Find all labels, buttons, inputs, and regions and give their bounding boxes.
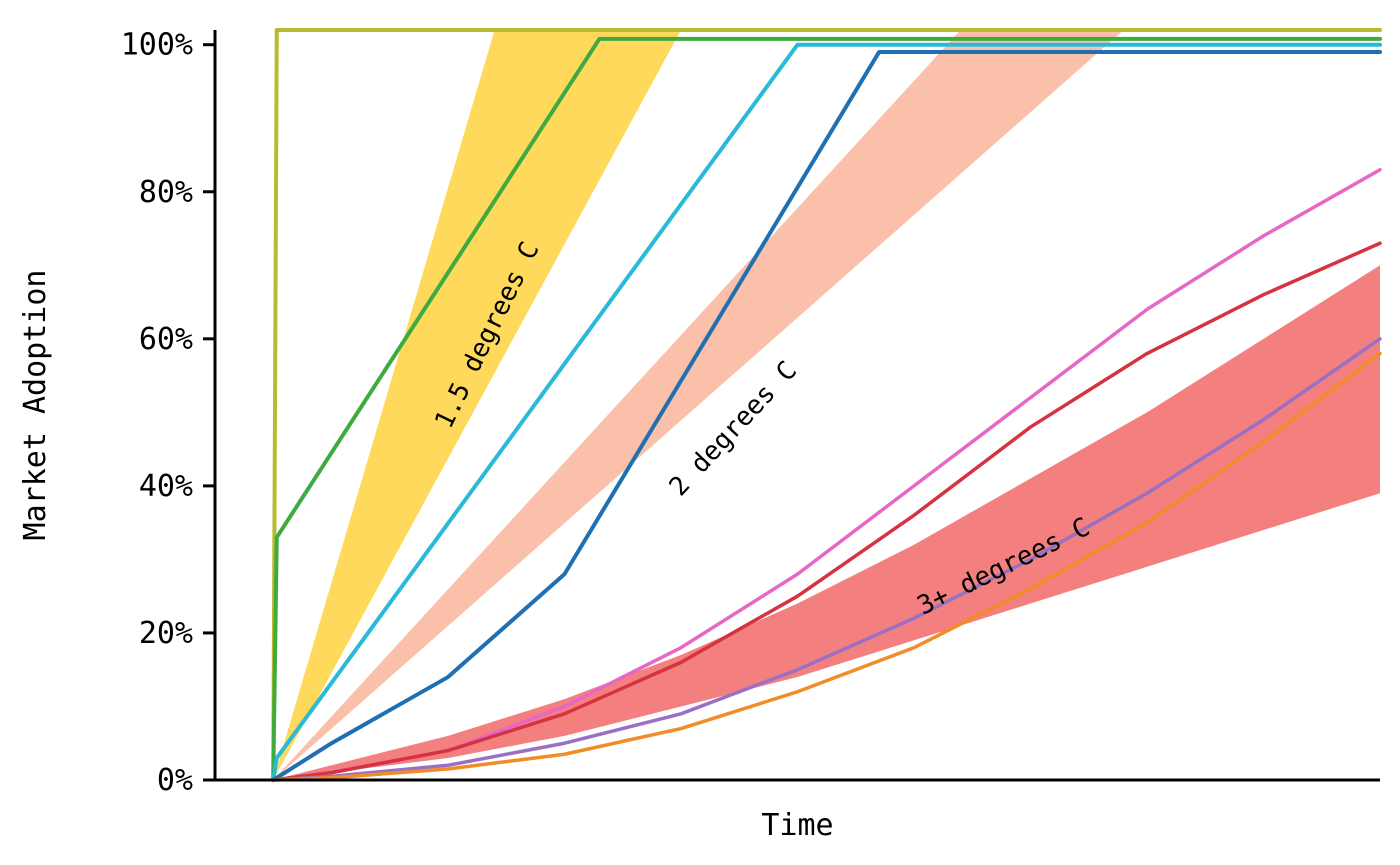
y-tick-label: 0% [157, 763, 193, 798]
market-adoption-chart: 1.5 degrees C2 degrees C3+ degrees C0%20… [0, 0, 1400, 865]
y-tick-label: 100% [121, 28, 193, 63]
x-axis-label: Time [761, 808, 833, 843]
y-tick-label: 20% [139, 616, 193, 651]
y-tick-label: 40% [139, 469, 193, 504]
y-tick-label: 80% [139, 175, 193, 210]
y-axis-label: Market Adoption [18, 270, 53, 541]
chart-svg: 1.5 degrees C2 degrees C3+ degrees C0%20… [0, 0, 1400, 865]
y-tick-label: 60% [139, 322, 193, 357]
